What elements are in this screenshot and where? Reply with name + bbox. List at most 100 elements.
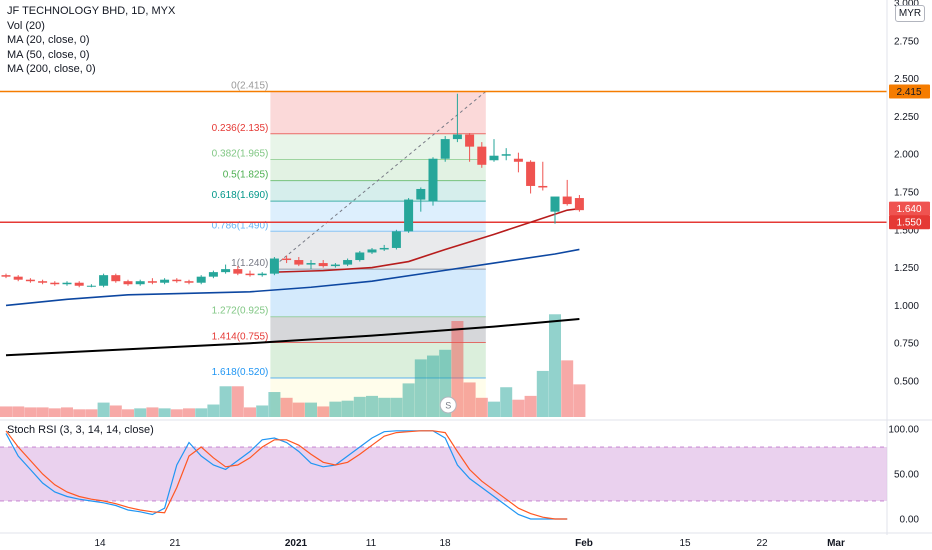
fib-level-label: 0.5(1.825) (223, 170, 269, 181)
volume-bar (536, 370, 549, 417)
candle-body (574, 198, 584, 211)
volume-bar (549, 314, 561, 417)
time-tick-label: 18 (439, 538, 451, 549)
indicator-ma200[interactable]: MA (200, close, 0) (7, 63, 96, 75)
support-price-badge-label: 1.550 (896, 218, 921, 229)
fib-level-label: 1(1.240) (231, 258, 268, 269)
candle-body (208, 272, 218, 277)
fib-zone (270, 159, 486, 181)
candle-body (562, 196, 572, 205)
stoch-tick-label: 100.00 (888, 425, 919, 436)
fib-zone (270, 269, 486, 317)
resistance-price-badge-label: 2.415 (896, 87, 921, 98)
volume-bar (317, 406, 330, 417)
volume-bar (268, 392, 281, 417)
candle-body (245, 273, 255, 276)
price-tick-label: 2.250 (894, 112, 919, 123)
volume-bar (329, 401, 342, 417)
time-tick-label: 15 (679, 538, 691, 549)
price-tick-label: 2.000 (894, 150, 919, 161)
volume-bar (134, 408, 147, 417)
volume-bar (207, 404, 220, 417)
fib-level-label: 1.618(0.520) (212, 367, 269, 378)
price-tick-label: 2.500 (894, 74, 919, 85)
volume-bar (244, 407, 256, 417)
candle-body (233, 269, 243, 274)
candle-body (367, 249, 377, 253)
currency-badge[interactable]: MYR (895, 5, 925, 22)
time-tick-label: Mar (827, 538, 845, 549)
volume-bar (280, 397, 293, 417)
time-tick-label: 22 (756, 538, 768, 549)
stoch-band (0, 447, 887, 501)
volume-bar (61, 407, 73, 417)
time-tick-label: 14 (94, 538, 106, 549)
candle-body (74, 282, 84, 286)
candle-body (330, 264, 340, 267)
volume-bar (463, 382, 476, 417)
fib-level-label: 0.382(1.965) (212, 148, 269, 159)
indicator-ma50[interactable]: MA (50, close, 0) (7, 48, 90, 61)
volume-bar (512, 399, 525, 417)
volume-bar (109, 405, 122, 417)
candle-body (86, 285, 96, 287)
fib-level-label: 1.414(0.755) (212, 331, 269, 342)
candle-body (489, 155, 499, 161)
candle-body (184, 281, 194, 283)
price-tick-label: 0.750 (894, 339, 919, 350)
volume-bar (341, 400, 354, 417)
volume-bar (524, 395, 537, 417)
volume-bars (0, 314, 586, 417)
candle-body (111, 275, 121, 282)
time-tick-label: 11 (366, 538, 377, 549)
candle-body (269, 258, 279, 274)
price-tick-label: 2.750 (894, 36, 919, 47)
candle-body (318, 263, 328, 267)
volume-bar (0, 406, 12, 417)
volume-bar (170, 409, 183, 417)
candle-body (257, 273, 267, 276)
event-marker-label: S (445, 401, 451, 411)
time-tick-label: 21 (169, 538, 181, 549)
fibonacci-retracement: 0(2.415) 0.236(2.135) 0.382(1.965) 0.5(1.82… (212, 80, 487, 417)
fib-trend-line (270, 91, 487, 270)
last-price-badge (889, 201, 930, 216)
candle-body (428, 158, 438, 202)
volume-bar (414, 359, 427, 417)
candle-body (1, 275, 11, 277)
support-price-badge (889, 215, 930, 230)
candle-body (25, 279, 35, 282)
volume-bar (12, 406, 25, 417)
candle-body (99, 275, 109, 286)
volume-bar (97, 402, 110, 417)
ma-line-50 (5, 248, 580, 307)
candle-body (404, 199, 414, 232)
candle-body (160, 279, 170, 283)
candle-body (221, 269, 231, 273)
indicator-ma20[interactable]: MA (20, close, 0) (7, 34, 90, 46)
price-tick-label: 1.250 (894, 263, 919, 274)
stoch-rsi-title[interactable]: Stoch RSI (3, 3, 14, 14, close) (7, 424, 154, 436)
indicator-vol[interactable]: Vol (20) (7, 19, 45, 32)
fib-zone (270, 91, 486, 134)
volume-bar (292, 402, 305, 417)
candle-body (147, 281, 157, 283)
volume-bar (158, 408, 171, 417)
stoch-tick-label: 0.00 (900, 515, 920, 526)
volume-bar (73, 409, 86, 417)
time-tick-label: Feb (575, 538, 593, 549)
volume-bar (219, 386, 232, 417)
candle-body (452, 134, 462, 140)
candle-body (526, 161, 536, 186)
volume-bar (24, 407, 37, 417)
fib-zone (270, 231, 486, 270)
volume-bar (378, 397, 391, 417)
volume-bar (305, 402, 317, 417)
symbol-title[interactable]: JF TECHNOLOGY BHD, 1D, MYX (7, 5, 176, 17)
candle-body (62, 282, 72, 285)
fib-level-label: 0.236(2.135) (212, 123, 269, 134)
volume-bar (366, 395, 378, 417)
volume-bar (146, 407, 159, 417)
candle-body (477, 146, 487, 165)
